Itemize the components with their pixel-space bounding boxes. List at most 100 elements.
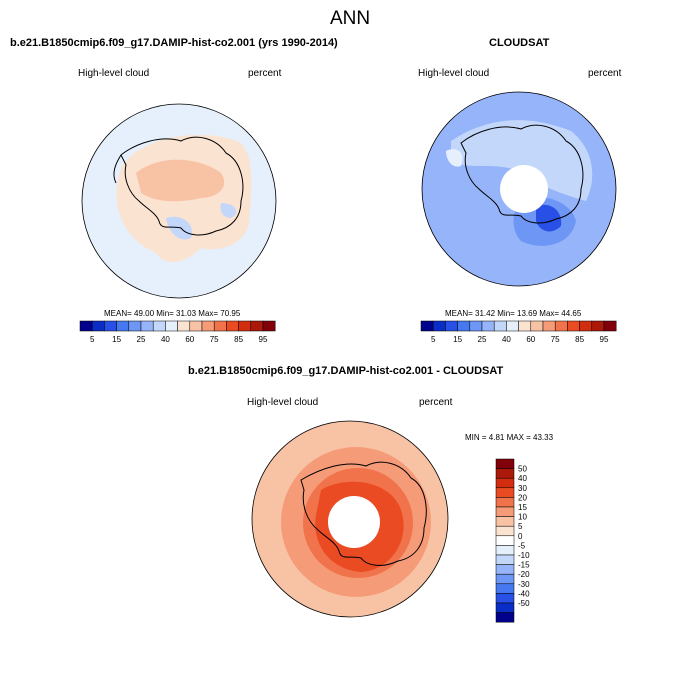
model-colorbar-tick-label: 40 xyxy=(161,335,170,344)
obs-colorbar-swatch xyxy=(432,320,446,332)
model-colorbar: 5 15 25 40 60 75 85 95 xyxy=(79,320,276,344)
model-colorbar-swatch xyxy=(189,320,203,332)
obs-cloud-region-lightest xyxy=(446,149,463,167)
obs-colorbar-tick-label: 85 xyxy=(575,335,584,344)
diff-colorbar-swatch xyxy=(495,535,515,546)
obs-colorbar-swatch xyxy=(493,320,507,332)
obs-colorbar-swatch xyxy=(530,320,544,332)
diff-colorbar-swatch xyxy=(495,612,515,623)
obs-cloud-region-light xyxy=(451,120,593,201)
diff-colorbar-swatch xyxy=(495,602,515,613)
obs-colorbar-swatch xyxy=(603,320,617,332)
obs-colorbar-tick-label: 15 xyxy=(453,335,462,344)
obs-units-label: percent xyxy=(588,68,622,79)
model-colorbar-tick-label: 85 xyxy=(234,335,243,344)
obs-panel-title: CLOUDSAT xyxy=(489,37,550,49)
diff-antarctica-coastline xyxy=(300,461,427,566)
diff-colorbar-tick-label: -5 xyxy=(518,541,526,550)
diff-colorbar-tick-label: -50 xyxy=(518,599,530,608)
diff-panel-title: b.e21.B1850cmip6.f09_g17.DAMIP-hist-co2.… xyxy=(188,365,504,377)
obs-colorbar-tick-label: 75 xyxy=(551,335,560,344)
model-colorbar-tick-label: 60 xyxy=(185,335,194,344)
model-cloud-region-orange xyxy=(136,159,225,202)
diff-colorbar-tick-label: 40 xyxy=(518,474,527,483)
model-colorbar-tick-label: 95 xyxy=(259,335,268,344)
model-colorbar-tick-label: 15 xyxy=(112,335,121,344)
obs-colorbar-swatch xyxy=(469,320,483,332)
diff-stats: MIN = 4.81 MAX = 43.33 xyxy=(465,433,554,442)
model-stats: MEAN= 49.00 Min= 31.03 Max= 70.95 xyxy=(104,309,241,318)
model-colorbar-tick-label: 75 xyxy=(210,335,219,344)
main-title: ANN xyxy=(329,8,371,29)
model-colorbar-swatch xyxy=(201,320,215,332)
diff-colorbar-tick-label: 50 xyxy=(518,465,527,474)
diff-units-label: percent xyxy=(419,397,453,408)
diff-colorbar-swatch xyxy=(495,477,515,489)
diff-colorbar-tick-label: -15 xyxy=(518,561,530,570)
diff-colorbar-swatch xyxy=(495,525,515,537)
model-cloud-region-blue xyxy=(166,216,192,240)
diff-variable-label: High-level cloud xyxy=(247,397,319,408)
model-panel-title: b.e21.B1850cmip6.f09_g17.DAMIP-hist-co2.… xyxy=(10,37,338,49)
model-colorbar-swatch xyxy=(238,320,252,332)
obs-colorbar-swatch xyxy=(542,320,556,332)
model-colorbar-swatch xyxy=(140,320,154,332)
model-colorbar-swatch xyxy=(104,320,117,332)
diff-missing-data-area xyxy=(328,496,380,548)
model-colorbar-tick-label: 25 xyxy=(137,335,146,344)
diff-colorbar-swatch xyxy=(495,573,515,585)
diff-colorbar-swatch xyxy=(495,497,515,508)
diff-colorbar-tick-label: 20 xyxy=(518,493,527,502)
diff-colorbar-swatch xyxy=(495,516,515,527)
obs-colorbar-swatch xyxy=(420,320,434,332)
diff-colorbar-tick-label: 15 xyxy=(518,503,527,512)
model-colorbar-swatch xyxy=(116,320,130,332)
diff-colorbar-swatch xyxy=(495,506,515,517)
diff-colorbar-tick-label: 5 xyxy=(518,522,523,531)
diff-colorbar-swatch xyxy=(495,487,515,498)
model-colorbar-swatch xyxy=(128,320,142,332)
diff-map xyxy=(251,420,449,618)
obs-map xyxy=(421,91,617,287)
obs-variable-label: High-level cloud xyxy=(418,68,490,79)
obs-colorbar-swatch xyxy=(567,320,580,332)
obs-missing-data-area xyxy=(500,165,548,213)
model-colorbar-swatch xyxy=(79,320,93,332)
model-colorbar-swatch xyxy=(152,320,166,332)
diff-colorbar-tick-label: 0 xyxy=(518,532,523,541)
model-colorbar-tick-label: 5 xyxy=(90,335,95,344)
obs-colorbar-swatch xyxy=(591,320,605,332)
diff-colorbar-swatch xyxy=(495,468,515,479)
obs-colorbar-tick-label: 95 xyxy=(600,335,609,344)
model-colorbar-swatch xyxy=(165,320,178,332)
model-map xyxy=(81,103,277,299)
diff-colorbar-swatch xyxy=(495,458,515,469)
model-antarctica-coastline xyxy=(120,136,244,236)
model-cloud-region-blue-2 xyxy=(220,203,237,218)
obs-cloud-region-dark xyxy=(536,204,562,232)
model-colorbar-swatch xyxy=(213,320,227,332)
diff-colorbar-tick-label: -20 xyxy=(518,570,530,579)
model-colorbar-swatch xyxy=(177,320,191,332)
diff-colorbar-tick-label: -10 xyxy=(518,551,530,560)
obs-colorbar-swatch xyxy=(445,320,458,332)
model-units-label: percent xyxy=(248,68,282,79)
obs-colorbar-swatch xyxy=(579,320,593,332)
diff-colorbar-swatch xyxy=(495,554,515,565)
obs-stats: MEAN= 31.42 Min= 13.69 Max= 44.65 xyxy=(445,309,582,318)
diff-colorbar-tick-label: 30 xyxy=(518,484,527,493)
model-variable-label: High-level cloud xyxy=(78,68,150,79)
model-colorbar-swatch xyxy=(91,320,105,332)
obs-colorbar-swatch xyxy=(481,320,495,332)
model-colorbar-swatch xyxy=(262,320,276,332)
model-colorbar-swatch xyxy=(250,320,264,332)
model-peninsula-coastline xyxy=(113,154,122,184)
obs-colorbar: 5 15 25 40 60 75 85 95 xyxy=(420,320,617,344)
obs-colorbar-swatch xyxy=(518,320,532,332)
obs-colorbar-swatch xyxy=(506,320,519,332)
diff-colorbar-swatch xyxy=(495,545,515,556)
diff-colorbar-swatch xyxy=(495,583,515,594)
diff-colorbar-tick-label: -30 xyxy=(518,580,530,589)
obs-colorbar-tick-label: 40 xyxy=(502,335,511,344)
obs-colorbar-swatch xyxy=(554,320,568,332)
